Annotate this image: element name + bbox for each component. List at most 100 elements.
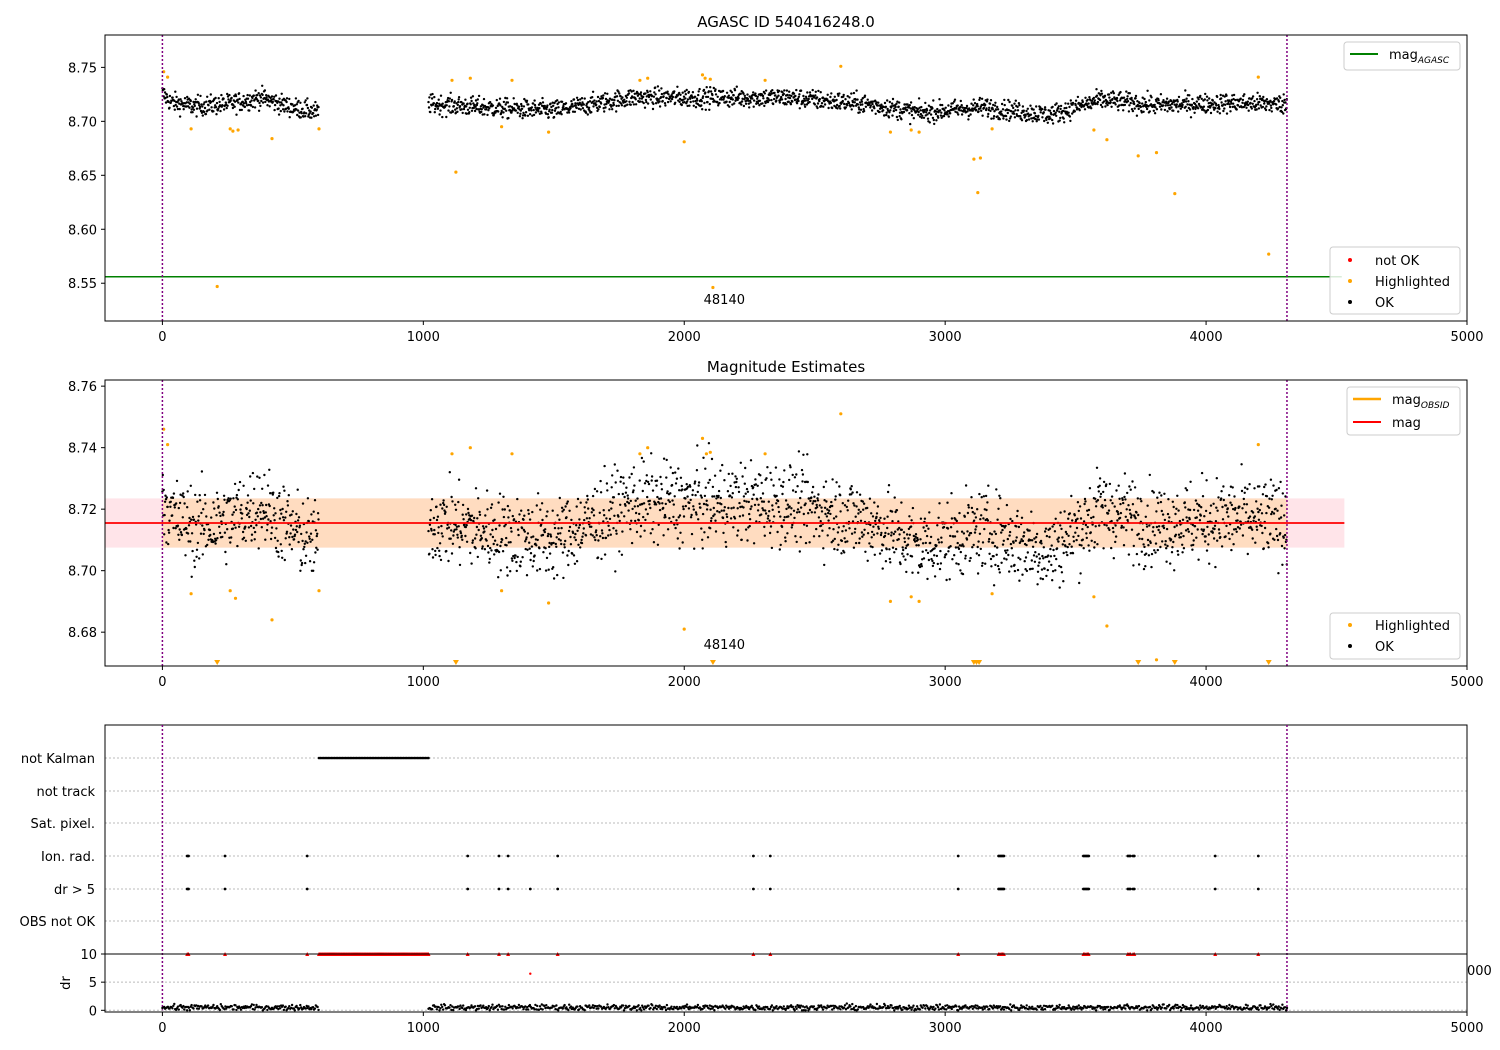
ok-point bbox=[180, 100, 183, 103]
ok-point bbox=[613, 99, 616, 102]
ok-point bbox=[818, 535, 821, 538]
ok-point bbox=[1236, 512, 1239, 515]
ok-point bbox=[559, 539, 562, 542]
highlighted-point bbox=[450, 452, 454, 456]
ok-point bbox=[1027, 112, 1030, 115]
ok-point bbox=[723, 479, 726, 482]
ok-point bbox=[1175, 106, 1178, 109]
ok-point bbox=[708, 478, 711, 482]
ok-point bbox=[304, 115, 307, 118]
ok-point bbox=[579, 108, 582, 111]
ok-point bbox=[856, 103, 860, 106]
ok-point bbox=[1181, 551, 1184, 554]
highlighted-point bbox=[638, 78, 642, 82]
ok-point bbox=[273, 95, 276, 99]
ok-point bbox=[826, 93, 829, 97]
ok-point bbox=[894, 547, 898, 551]
ok-point bbox=[1190, 103, 1194, 107]
ok-point bbox=[788, 505, 791, 508]
ok-point bbox=[621, 492, 624, 496]
ok-point bbox=[470, 99, 473, 103]
ok-point bbox=[442, 501, 445, 505]
ok-point bbox=[1110, 519, 1113, 523]
ok-point bbox=[213, 507, 216, 510]
ok-point bbox=[861, 535, 864, 538]
ok-point bbox=[877, 527, 880, 530]
ok-point bbox=[1202, 528, 1206, 531]
ok-point bbox=[1279, 516, 1283, 519]
ok-point bbox=[503, 525, 506, 528]
ok-point bbox=[998, 494, 1001, 497]
ok-point bbox=[1278, 517, 1281, 520]
ok-point bbox=[1014, 109, 1017, 112]
ok-point bbox=[1003, 557, 1006, 560]
ok-point bbox=[1277, 487, 1281, 490]
ok-point bbox=[1112, 557, 1116, 560]
ok-point bbox=[185, 101, 188, 104]
ok-point bbox=[302, 548, 305, 551]
ok-point bbox=[169, 500, 172, 503]
ok-point bbox=[1046, 121, 1050, 125]
ok-point bbox=[214, 542, 217, 545]
ok-point bbox=[789, 103, 793, 106]
ok-point bbox=[466, 108, 470, 112]
ok-point bbox=[1200, 528, 1203, 531]
ok-point bbox=[1126, 100, 1130, 103]
ok-point bbox=[730, 96, 733, 99]
ok-point bbox=[642, 502, 646, 505]
ok-point bbox=[190, 518, 193, 521]
ok-point bbox=[294, 97, 298, 100]
ok-point bbox=[314, 551, 317, 554]
ok-point bbox=[610, 105, 613, 108]
ok-point bbox=[620, 511, 623, 514]
ok-point bbox=[624, 504, 627, 507]
ok-point bbox=[646, 495, 649, 499]
ok-point bbox=[1029, 567, 1033, 571]
ok-point bbox=[746, 490, 750, 493]
ok-point bbox=[746, 539, 749, 542]
ok-point bbox=[1073, 110, 1077, 113]
ok-point bbox=[506, 504, 510, 508]
ok-point bbox=[756, 498, 759, 501]
ok-point bbox=[1148, 473, 1152, 477]
ok-point bbox=[835, 515, 838, 518]
ok-point bbox=[458, 563, 462, 567]
ok-point bbox=[747, 99, 750, 103]
ok-point bbox=[1136, 100, 1139, 103]
ok-point bbox=[1135, 511, 1138, 514]
ok-point bbox=[712, 86, 715, 90]
ok-point bbox=[477, 528, 480, 532]
ok-point bbox=[1261, 493, 1265, 496]
ok-point bbox=[1083, 497, 1087, 501]
dr-point bbox=[252, 1003, 255, 1007]
ok-point bbox=[992, 555, 995, 558]
ok-point bbox=[1208, 106, 1212, 109]
ok-point bbox=[703, 531, 706, 534]
ok-point bbox=[1150, 565, 1153, 569]
ok-point bbox=[261, 101, 265, 104]
ok-point bbox=[988, 532, 992, 535]
x-tick-label: 3000 bbox=[929, 330, 962, 345]
ok-point bbox=[1129, 512, 1132, 515]
ok-point bbox=[713, 100, 716, 103]
ok-point bbox=[1159, 102, 1162, 106]
ok-point bbox=[588, 100, 592, 103]
ok-point bbox=[785, 89, 789, 92]
ok-point bbox=[736, 529, 740, 532]
ok-point bbox=[1031, 120, 1034, 123]
ok-point bbox=[613, 463, 616, 466]
ok-point bbox=[481, 547, 484, 550]
ok-point bbox=[940, 111, 943, 114]
ok-point bbox=[216, 497, 219, 501]
ok-point bbox=[487, 109, 490, 112]
ok-point bbox=[558, 518, 561, 521]
ok-point bbox=[257, 507, 260, 511]
ok-point bbox=[936, 562, 939, 566]
ok-point bbox=[207, 538, 210, 541]
ok-point bbox=[278, 97, 281, 100]
ok-point bbox=[754, 483, 758, 486]
ok-point bbox=[235, 493, 239, 497]
ok-point bbox=[796, 508, 800, 511]
dr-point bbox=[218, 1008, 222, 1012]
ok-point bbox=[885, 548, 888, 551]
